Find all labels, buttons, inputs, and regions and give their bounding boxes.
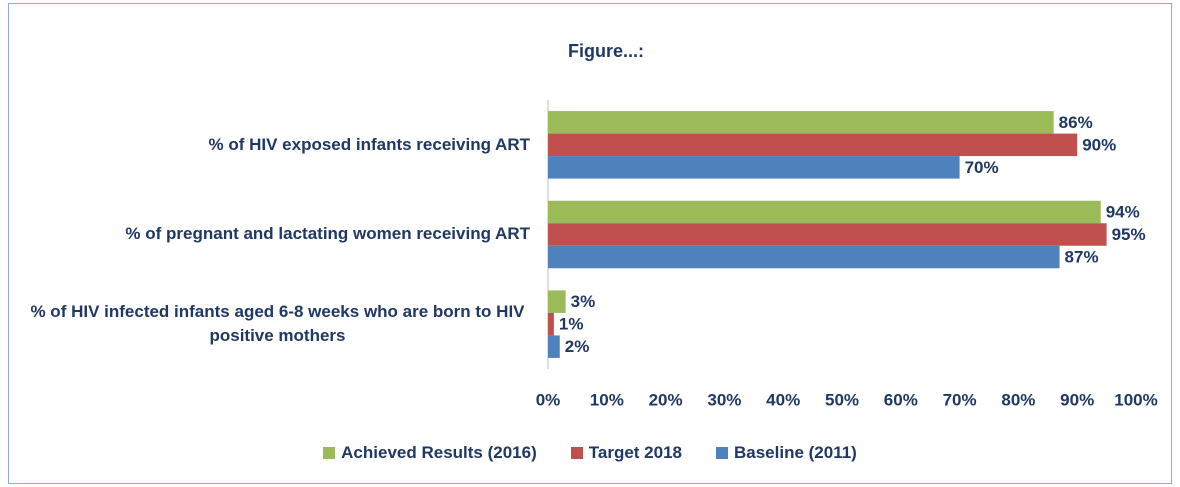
legend-swatch xyxy=(323,447,336,459)
value-label: 90% xyxy=(1082,135,1116,154)
legend-item: Achieved Results (2016) xyxy=(323,443,537,463)
category-label-box: % of pregnant and lactating women receiv… xyxy=(0,190,530,280)
legend-swatch xyxy=(570,447,583,459)
bar xyxy=(548,312,554,336)
bar xyxy=(548,245,1060,269)
legend-swatch xyxy=(715,447,728,459)
bar xyxy=(548,200,1101,224)
bar xyxy=(548,133,1078,157)
value-label: 87% xyxy=(1065,247,1099,266)
x-tick-label: 60% xyxy=(884,390,918,409)
value-label: 86% xyxy=(1059,113,1093,132)
x-tick-label: 40% xyxy=(766,390,800,409)
x-tick-label: 100% xyxy=(1114,390,1157,409)
chart-title: Figure...: xyxy=(568,41,644,61)
category-label: % of pregnant and lactating women receiv… xyxy=(125,224,530,244)
value-label: 2% xyxy=(565,337,590,356)
legend-label: Achieved Results (2016) xyxy=(341,443,537,462)
value-label: 1% xyxy=(559,315,584,334)
x-tick-label: 10% xyxy=(590,390,624,409)
value-label: 70% xyxy=(965,158,999,177)
x-tick-label: 20% xyxy=(649,390,683,409)
value-label: 3% xyxy=(571,292,596,311)
value-label: 95% xyxy=(1112,225,1146,244)
bar xyxy=(548,335,560,358)
legend-item: Target 2018 xyxy=(570,443,682,463)
category-label-box: % of HIV exposed infants receiving ART xyxy=(0,100,531,190)
x-tick-label: 80% xyxy=(1001,390,1035,409)
value-label: 94% xyxy=(1106,202,1140,221)
legend-item: Baseline (2011) xyxy=(715,443,857,463)
bar xyxy=(548,111,1054,134)
x-tick-label: 0% xyxy=(536,390,561,409)
x-tick-label: 30% xyxy=(707,390,741,409)
bar xyxy=(548,223,1107,246)
x-tick-label: 70% xyxy=(943,390,977,409)
x-tick-label: 90% xyxy=(1060,390,1094,409)
chart-border xyxy=(8,3,1172,484)
bar xyxy=(548,156,960,179)
legend-label: Target 2018 xyxy=(588,443,682,462)
legend-label: Baseline (2011) xyxy=(733,443,857,462)
category-label: % of HIV infected infants aged 6-8 weeks… xyxy=(30,302,525,346)
x-tick-label: 50% xyxy=(825,390,859,409)
category-label: % of HIV exposed infants receiving ART xyxy=(208,134,531,154)
legend: Achieved Results (2016) Target 2018 Baseli… xyxy=(0,443,1180,463)
category-label-box: % of HIV infected infants aged 6-8 weeks… xyxy=(0,279,530,369)
bar xyxy=(548,290,566,313)
